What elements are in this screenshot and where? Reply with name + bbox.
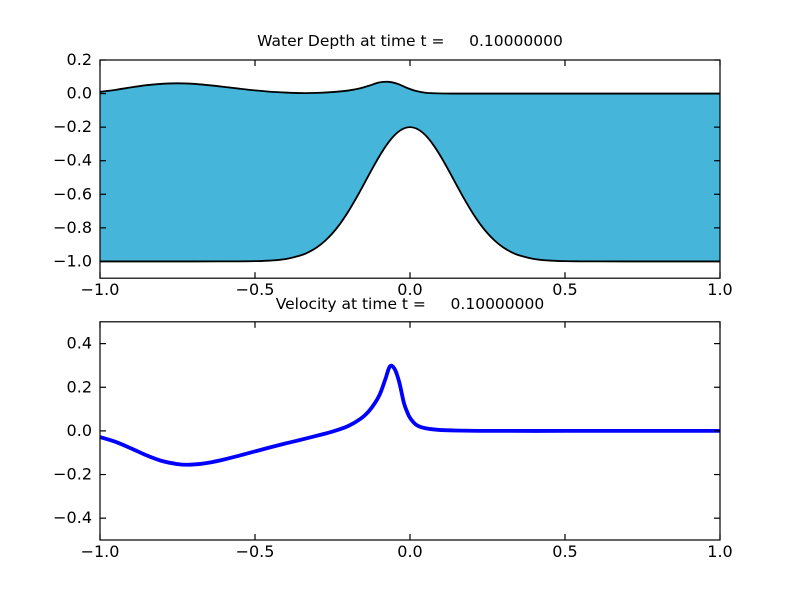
y-tick-label: −1.0: [53, 251, 92, 270]
y-tick-label: 0.0: [67, 421, 92, 440]
y-tick-label: −0.2: [53, 117, 92, 136]
x-tick-label: 0.5: [552, 280, 577, 299]
x-tick-label: 1.0: [707, 542, 732, 561]
plot-area: [99, 80, 721, 263]
tick-marks: [99, 321, 721, 540]
x-tick-label: −0.5: [236, 280, 275, 299]
x-tick-label: 1.0: [707, 280, 732, 299]
tick-labels: −1.0 −0.5 0.0 0.5 1.0 0.4 0.2 0.0 −0.2 −0.4: [53, 334, 733, 561]
plot-area: [99, 363, 721, 467]
x-tick-label: −1.0: [81, 280, 120, 299]
water-depth-axes: −1.0 −0.5 0.0 0.5 1.0 0.2 0.0 −0.2 −0.4 −0.6 −0.8 −…: [53, 50, 733, 299]
water-fill: [100, 81, 720, 262]
y-tick-label: −0.8: [53, 218, 92, 237]
bathymetry-curve: [99, 126, 721, 263]
y-tick-label: 0.2: [67, 50, 92, 69]
y-tick-label: −0.2: [53, 465, 92, 484]
y-tick-label: −0.4: [53, 508, 92, 527]
tick-labels: −1.0 −0.5 0.0 0.5 1.0 0.2 0.0 −0.2 −0.4 −0.6 −0.8 −…: [53, 50, 733, 299]
y-tick-label: −0.4: [53, 151, 92, 170]
y-tick-label: 0.0: [67, 84, 92, 103]
velocity-axes: −1.0 −0.5 0.0 0.5 1.0 0.4 0.2 0.0 −0.2 −0.4: [53, 321, 733, 561]
x-tick-label: 0.0: [397, 542, 422, 561]
x-tick-label: −1.0: [81, 542, 120, 561]
water-depth-title: Water Depth at time t = 0.10000000: [257, 32, 563, 50]
x-tick-label: 0.5: [552, 542, 577, 561]
velocity-title: Velocity at time t = 0.10000000: [275, 295, 545, 313]
tick-marks: [99, 59, 721, 279]
water-surface-curve: [99, 80, 721, 95]
y-tick-label: −0.6: [53, 184, 92, 203]
velocity-curve: [99, 363, 721, 467]
y-tick-label: 0.2: [67, 377, 92, 396]
y-tick-label: 0.4: [67, 334, 92, 353]
x-tick-label: −0.5: [236, 542, 275, 561]
x-tick-label: 0.0: [397, 280, 422, 299]
